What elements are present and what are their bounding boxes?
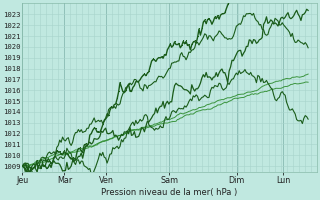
X-axis label: Pression niveau de la mer( hPa ): Pression niveau de la mer( hPa ) xyxy=(101,188,237,197)
